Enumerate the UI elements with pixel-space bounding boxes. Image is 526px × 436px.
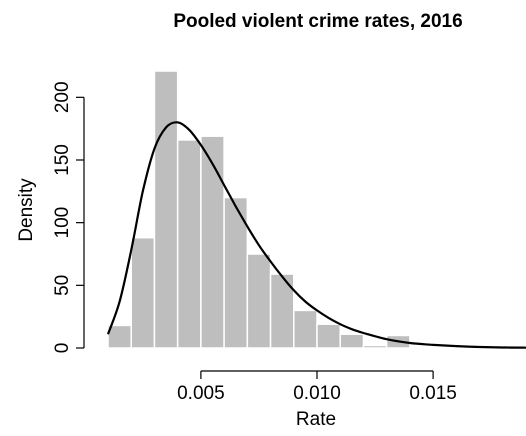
- chart-title: Pooled violent crime rates, 2016: [173, 11, 462, 32]
- x-tick-label: 0.005: [177, 383, 225, 404]
- histogram-bar: [316, 323, 341, 349]
- histogram-bar: [107, 324, 132, 349]
- y-tick-label: 200: [52, 81, 73, 113]
- x-axis: 0.005 0.010 0.015: [177, 370, 457, 404]
- histogram-bar: [246, 253, 272, 349]
- x-tick-label: 0.010: [293, 383, 341, 404]
- y-tick-label: 50: [52, 275, 73, 296]
- histogram-bar: [293, 309, 318, 349]
- density-curve: [106, 121, 526, 349]
- x-tick-label: 0.015: [409, 383, 457, 404]
- histogram-bar: [362, 344, 388, 349]
- y-tick-label: 100: [52, 207, 73, 239]
- bars-group: [107, 70, 526, 349]
- y-axis-label: Density: [16, 178, 37, 242]
- histogram-bar: [176, 139, 202, 349]
- y-axis: 0 50 100 150 200: [52, 81, 85, 354]
- histogram-bar: [153, 70, 179, 349]
- histogram-bar: [339, 333, 365, 349]
- histogram-bar: [200, 135, 225, 349]
- x-axis-label: Rate: [296, 409, 336, 430]
- y-tick-label: 150: [52, 144, 73, 176]
- y-tick-label: 0: [52, 343, 73, 354]
- histogram-bar: [130, 236, 156, 349]
